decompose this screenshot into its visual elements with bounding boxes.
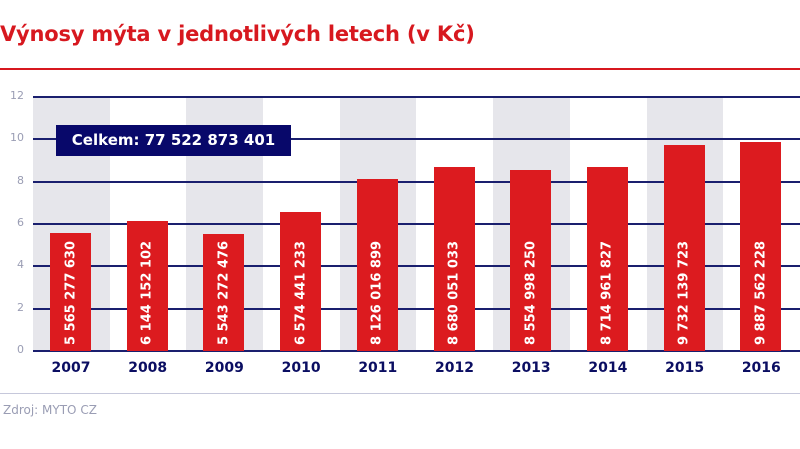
bar-2007: 5 565 277 630 <box>50 233 91 351</box>
bar-value-label: 5 565 277 630 <box>63 240 78 345</box>
gridline <box>33 138 800 141</box>
y-tick-label: 0 <box>17 343 24 356</box>
bar-2014: 8 714 961 827 <box>586 166 628 351</box>
bar-value-label: 6 574 441 233 <box>293 240 309 345</box>
bar-2015: 9 732 139 723 <box>663 145 705 351</box>
bar-value-label: 6 144 152 102 <box>139 240 155 345</box>
y-tick-label: 8 <box>17 173 24 187</box>
bar-2011: 8 126 016 899 <box>356 178 398 351</box>
bar-2016: 9 887 562 228 <box>740 141 782 351</box>
x-tick-label: 2012 <box>435 360 474 376</box>
bar-2012: 8 680 051 033 <box>433 167 475 351</box>
title-divider <box>0 68 800 70</box>
y-tick-label: 4 <box>17 258 24 272</box>
x-tick-label: 2015 <box>665 360 705 376</box>
bar-2013: 8 554 998 250 <box>510 169 552 351</box>
footer-divider <box>0 393 800 394</box>
bar-2010: 6 574 441 233 <box>280 211 322 351</box>
source-note: Zdroj: MYTO CZ <box>3 403 97 417</box>
x-axis-line <box>33 350 800 352</box>
x-tick-label: 2014 <box>588 360 628 376</box>
gridline <box>33 265 800 268</box>
x-tick-label: 2016 <box>741 360 781 376</box>
total-annotation: Celkem: 77 522 873 401 <box>56 125 291 156</box>
bar-value-label: 9 732 139 723 <box>676 240 692 345</box>
x-tick-label: 2007 <box>51 360 91 376</box>
x-tick-label: 2013 <box>511 360 551 376</box>
x-tick-label: 2008 <box>128 360 168 376</box>
bar-value-label: 5 543 272 476 <box>216 240 232 345</box>
bar-2008: 6 144 152 102 <box>126 220 168 351</box>
y-tick-label: 6 <box>17 216 24 229</box>
y-tick-label: 2 <box>17 300 24 314</box>
gridline <box>33 96 800 98</box>
bar-value-label: 8 714 961 827 <box>599 240 615 345</box>
gridline <box>33 307 800 310</box>
bar-value-label: 8 554 998 250 <box>523 240 539 345</box>
x-tick-label: 2009 <box>204 360 244 376</box>
bar-value-label: 8 680 051 033 <box>446 240 462 345</box>
chart-title: Výnosy mýta v jednotlivých letech (v Kč) <box>0 22 475 46</box>
bar-value-label: 9 887 562 228 <box>753 240 769 345</box>
bar-value-label: 8 126 016 899 <box>369 240 385 345</box>
y-tick-label: 10 <box>10 131 24 145</box>
bar-2009: 5 543 272 476 <box>203 233 245 351</box>
x-tick-label: 2010 <box>281 360 321 376</box>
y-tick-label: 12 <box>10 89 24 102</box>
x-tick-label: 2011 <box>358 360 398 376</box>
gridline <box>33 223 800 225</box>
gridline <box>33 180 800 183</box>
